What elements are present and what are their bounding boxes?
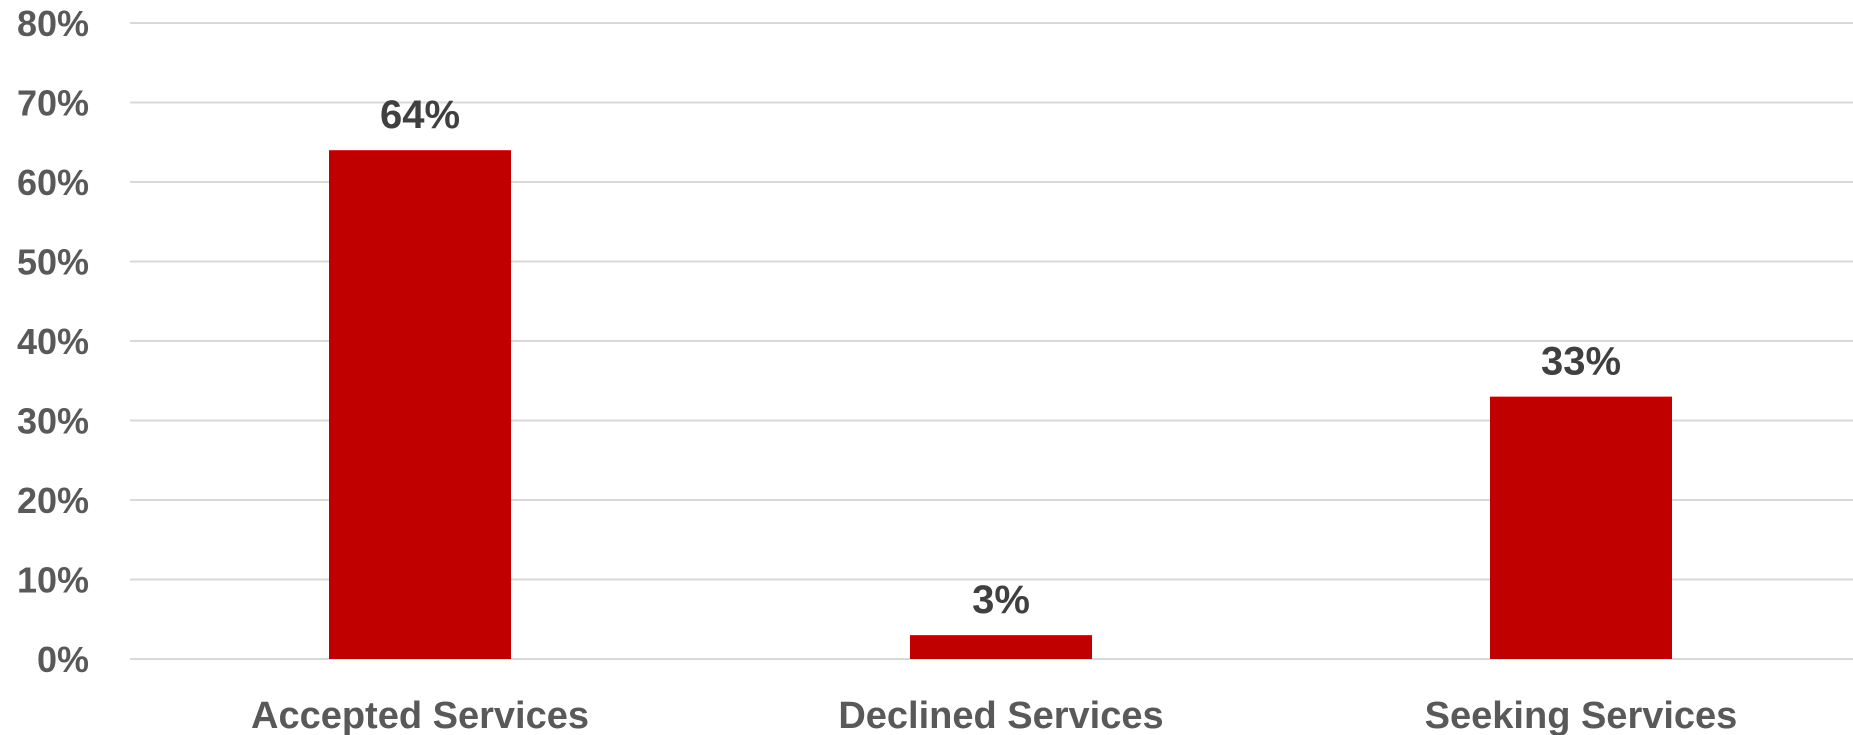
y-tick-label: 80% — [17, 3, 89, 44]
y-tick-label: 70% — [17, 83, 89, 124]
data-label: 3% — [972, 578, 1030, 622]
data-label: 33% — [1541, 340, 1621, 384]
y-tick-label: 50% — [17, 242, 89, 283]
bar-declined-services — [910, 635, 1092, 659]
y-tick-label: 30% — [17, 401, 89, 442]
y-tick-label: 60% — [17, 162, 89, 203]
bars — [329, 150, 1672, 659]
y-tick-label: 40% — [17, 321, 89, 362]
y-tick-label: 0% — [37, 639, 89, 680]
bar-seeking-services — [1490, 396, 1672, 659]
y-tick-label: 20% — [17, 480, 89, 521]
x-axis-category-labels: Accepted Services Declined Services Seekin… — [251, 695, 1737, 735]
x-category-label: Declined Services — [838, 695, 1163, 735]
y-tick-label: 10% — [17, 560, 89, 601]
data-label: 64% — [380, 93, 460, 137]
x-category-label: Accepted Services — [251, 695, 589, 735]
bar-accepted-services — [329, 150, 511, 659]
y-axis-tick-labels: 0% 10% 20% 30% 40% 50% 60% 70% 80% — [17, 3, 89, 680]
data-labels: 64% 3% 33% — [380, 93, 1621, 622]
x-category-label: Seeking Services — [1425, 695, 1738, 735]
